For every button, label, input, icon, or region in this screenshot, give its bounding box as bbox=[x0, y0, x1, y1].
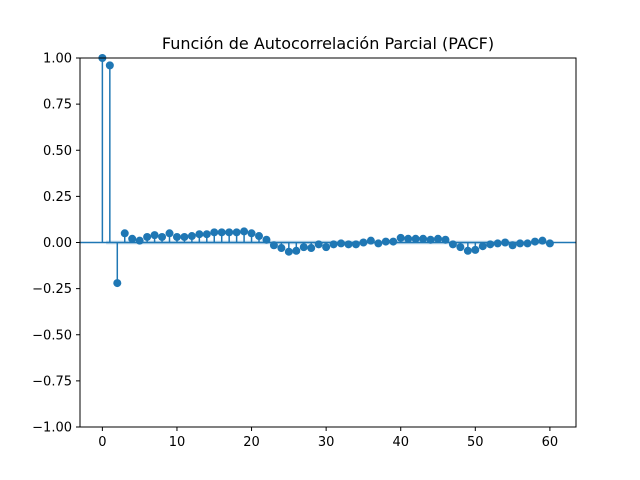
pacf-point-lag-13 bbox=[195, 230, 204, 239]
pacf-point-lag-16 bbox=[217, 228, 226, 237]
y-tick-label: −0.25 bbox=[32, 282, 72, 297]
marker-layer bbox=[98, 54, 554, 288]
pacf-point-lag-35 bbox=[359, 238, 368, 247]
x-tick-label: 20 bbox=[243, 435, 260, 450]
x-tick-label: 30 bbox=[318, 435, 335, 450]
pacf-point-lag-40 bbox=[396, 233, 405, 242]
pacf-point-lag-6 bbox=[143, 232, 152, 241]
pacf-point-lag-59 bbox=[538, 236, 547, 245]
pacf-point-lag-11 bbox=[180, 232, 189, 241]
pacf-point-lag-51 bbox=[478, 242, 487, 251]
pacf-point-lag-36 bbox=[366, 236, 375, 245]
pacf-point-lag-19 bbox=[240, 227, 249, 236]
pacf-point-lag-8 bbox=[158, 232, 167, 241]
pacf-point-lag-60 bbox=[545, 239, 554, 248]
y-tick-label: 1.00 bbox=[43, 52, 72, 67]
chart-title: Función de Autocorrelación Parcial (PACF… bbox=[162, 34, 494, 53]
pacf-point-lag-31 bbox=[329, 240, 338, 249]
pacf-point-lag-52 bbox=[486, 240, 495, 249]
pacf-point-lag-49 bbox=[463, 246, 472, 255]
pacf-point-lag-50 bbox=[471, 245, 480, 254]
x-tick-label: 50 bbox=[467, 435, 484, 450]
y-axis: −1.00 −0.75 −0.50 −0.25 0.00 0.25 0.50 0.75 1.00 bbox=[32, 52, 80, 436]
pacf-point-lag-10 bbox=[172, 232, 181, 241]
y-tick-label: −0.50 bbox=[32, 328, 72, 343]
pacf-point-lag-32 bbox=[337, 239, 346, 248]
pacf-point-lag-17 bbox=[225, 228, 234, 237]
pacf-point-lag-43 bbox=[419, 234, 428, 243]
pacf-point-lag-1 bbox=[105, 61, 114, 70]
pacf-point-lag-25 bbox=[284, 247, 293, 256]
pacf-point-lag-38 bbox=[381, 237, 390, 246]
pacf-point-lag-57 bbox=[523, 239, 532, 248]
pacf-point-lag-3 bbox=[120, 229, 129, 238]
pacf-point-lag-41 bbox=[404, 234, 413, 243]
pacf-point-lag-44 bbox=[426, 235, 435, 244]
x-tick-label: 0 bbox=[98, 435, 106, 450]
y-tick-label: −1.00 bbox=[32, 421, 72, 436]
pacf-point-lag-22 bbox=[262, 235, 271, 244]
pacf-point-lag-56 bbox=[516, 239, 525, 248]
pacf-point-lag-20 bbox=[247, 229, 256, 238]
pacf-point-lag-45 bbox=[434, 234, 443, 243]
x-tick-label: 40 bbox=[392, 435, 409, 450]
y-tick-label: 0.50 bbox=[43, 144, 72, 159]
y-tick-label: 0.25 bbox=[43, 190, 72, 205]
pacf-point-lag-21 bbox=[255, 232, 264, 241]
pacf-point-lag-53 bbox=[493, 239, 502, 248]
pacf-point-lag-2 bbox=[113, 279, 122, 288]
pacf-point-lag-47 bbox=[448, 240, 457, 249]
pacf-point-lag-37 bbox=[374, 239, 383, 248]
pacf-point-lag-4 bbox=[128, 234, 137, 243]
pacf-point-lag-30 bbox=[322, 243, 331, 252]
pacf-point-lag-15 bbox=[210, 228, 219, 237]
pacf-point-lag-54 bbox=[501, 238, 510, 247]
pacf-point-lag-5 bbox=[135, 236, 144, 245]
pacf-point-lag-33 bbox=[344, 240, 353, 249]
pacf-point-lag-18 bbox=[232, 228, 241, 237]
x-axis: 0 10 20 30 40 50 60 bbox=[98, 427, 558, 450]
x-tick-label: 60 bbox=[542, 435, 559, 450]
pacf-point-lag-29 bbox=[314, 240, 323, 249]
pacf-point-lag-9 bbox=[165, 229, 174, 238]
y-tick-label: −0.75 bbox=[32, 374, 72, 389]
pacf-point-lag-48 bbox=[456, 243, 465, 252]
pacf-point-lag-12 bbox=[187, 232, 196, 241]
pacf-point-lag-7 bbox=[150, 231, 159, 240]
pacf-point-lag-26 bbox=[292, 246, 301, 255]
pacf-point-lag-23 bbox=[269, 241, 278, 250]
pacf-point-lag-46 bbox=[441, 235, 450, 244]
pacf-point-lag-39 bbox=[389, 237, 398, 246]
pacf-point-lag-42 bbox=[411, 234, 420, 243]
y-tick-label: 0.00 bbox=[43, 236, 72, 251]
pacf-point-lag-58 bbox=[530, 237, 539, 246]
y-tick-label: 0.75 bbox=[43, 98, 72, 113]
pacf-point-lag-28 bbox=[307, 244, 316, 253]
pacf-point-lag-34 bbox=[351, 240, 360, 249]
pacf-point-lag-27 bbox=[299, 243, 308, 252]
x-tick-label: 10 bbox=[169, 435, 186, 450]
pacf-point-lag-24 bbox=[277, 244, 286, 253]
pacf-point-lag-14 bbox=[202, 230, 211, 239]
pacf-point-lag-55 bbox=[508, 241, 517, 250]
